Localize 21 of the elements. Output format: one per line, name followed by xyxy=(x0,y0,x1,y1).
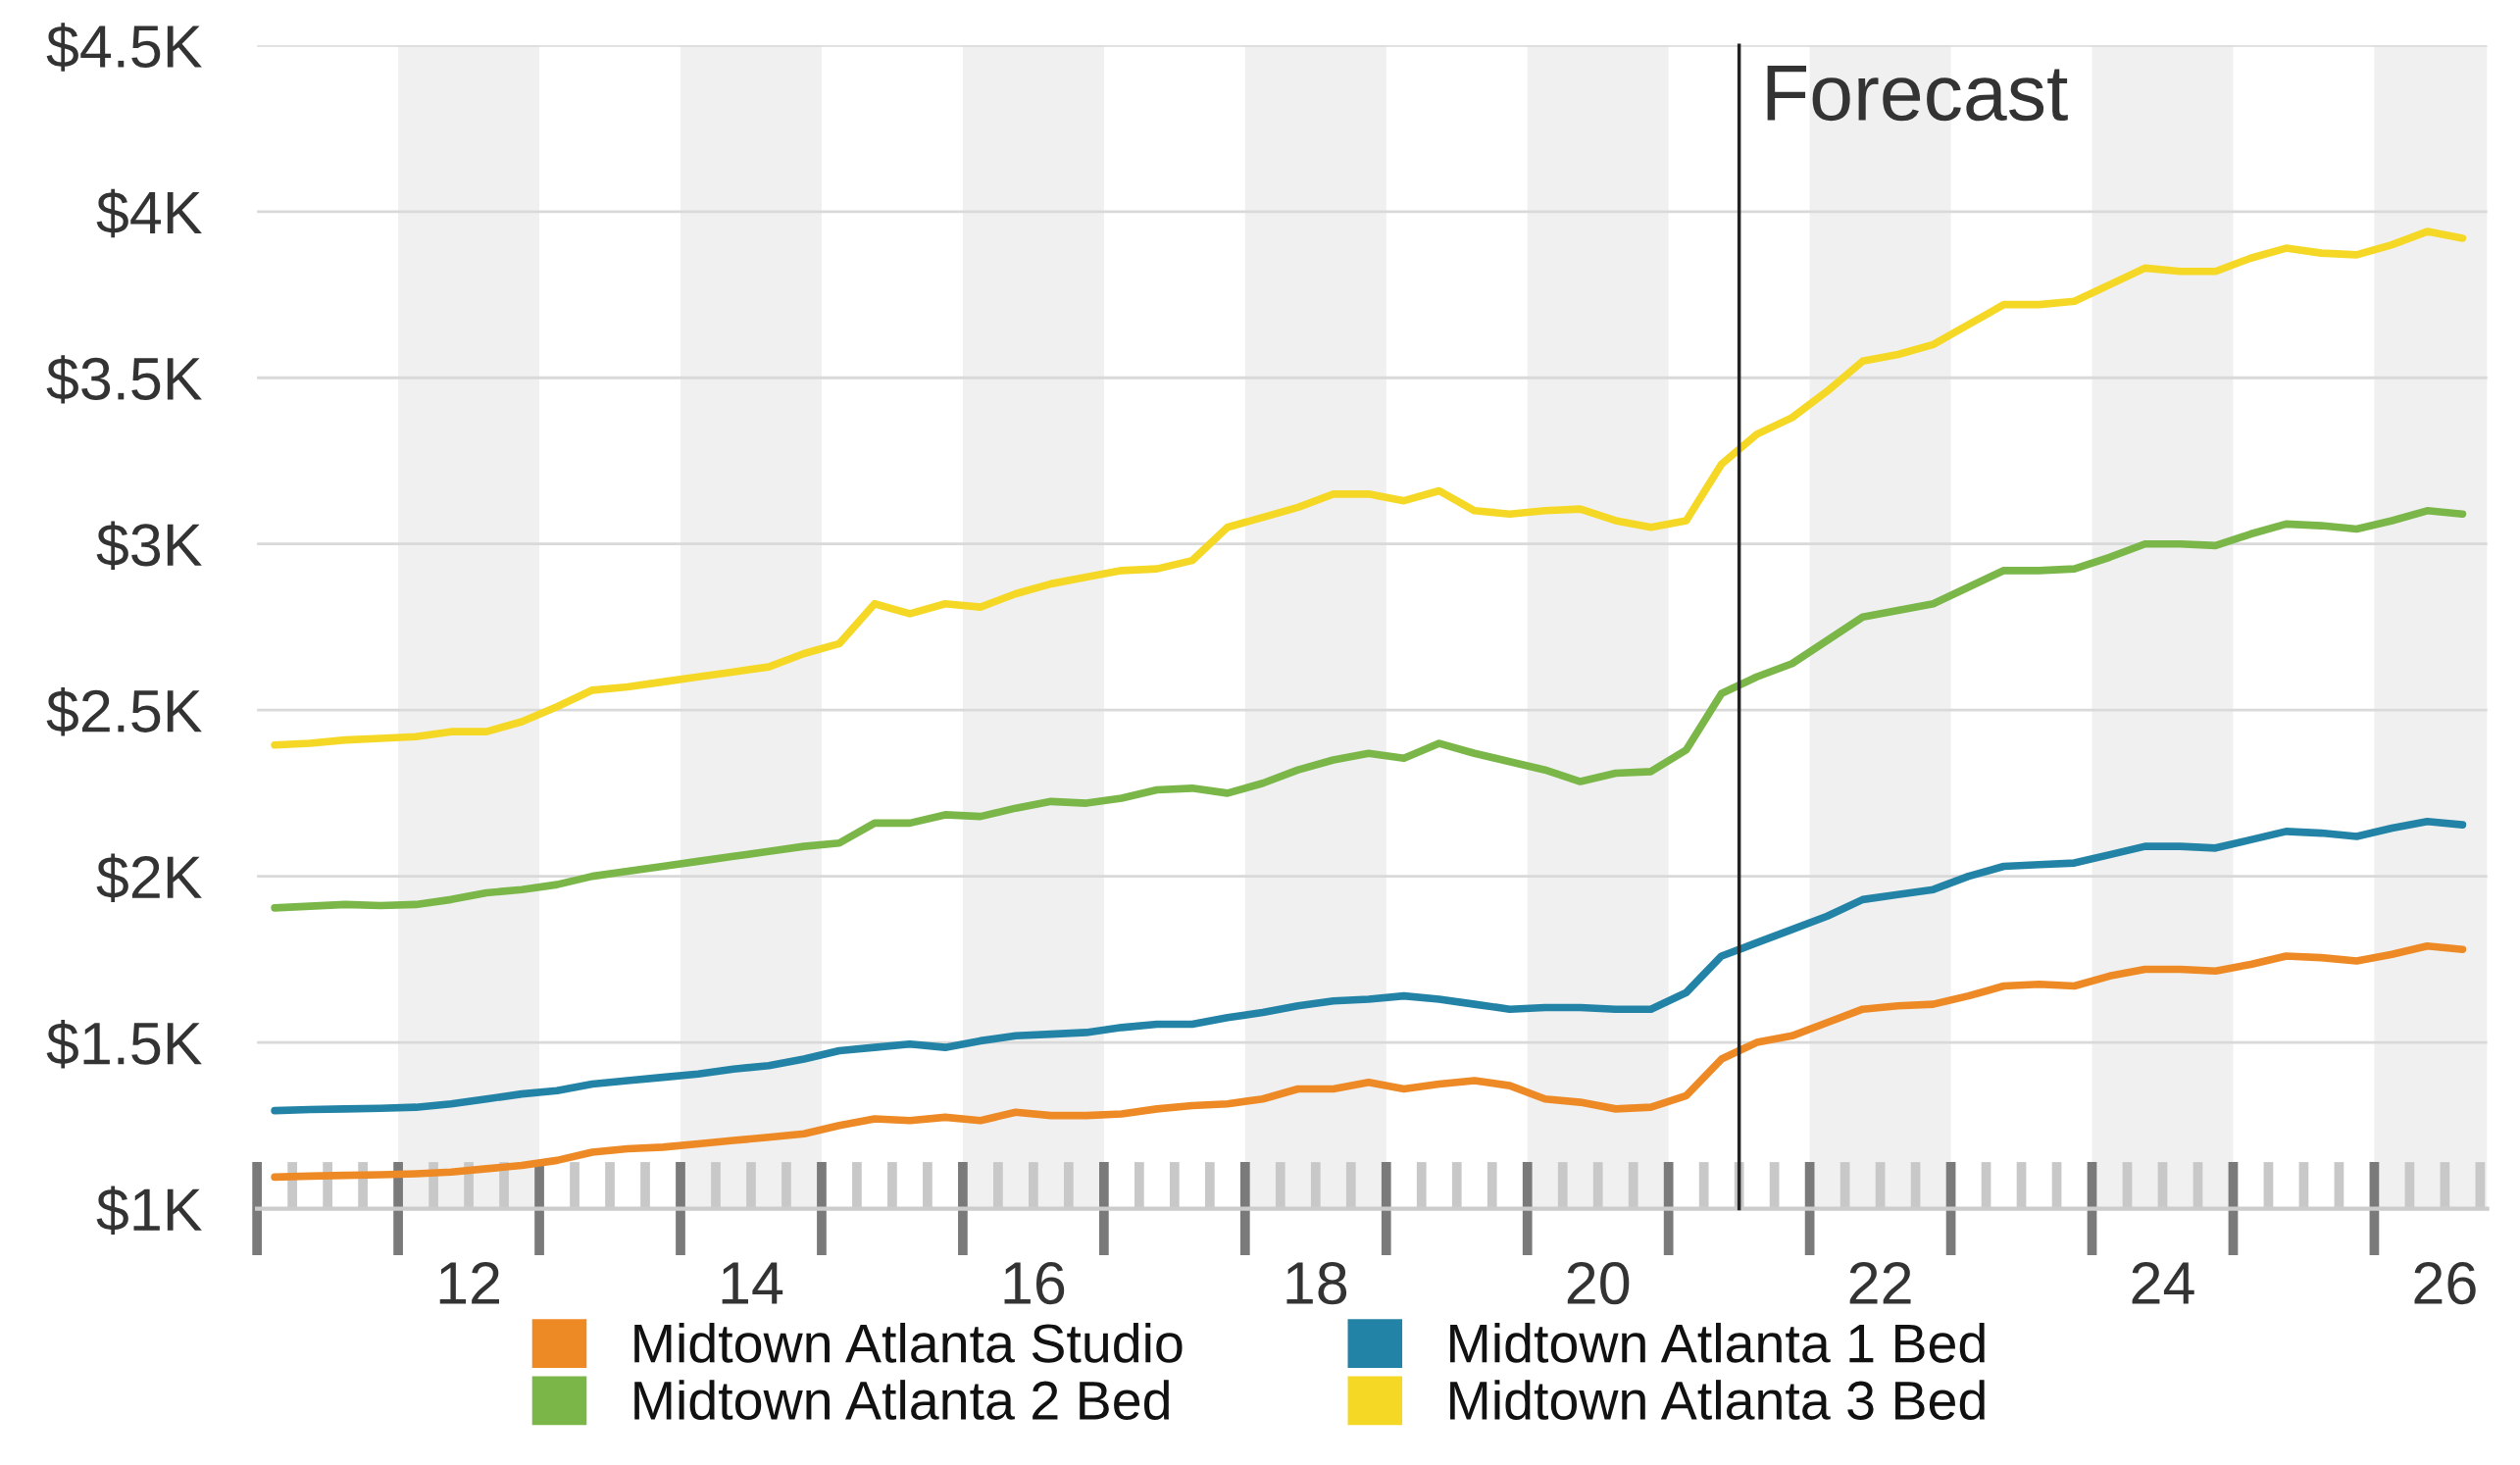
x-tick-label: 24 xyxy=(2132,1261,2194,1304)
y-tick-label: $3K xyxy=(96,521,202,571)
y-tick-label: $4.5K xyxy=(46,23,202,72)
x-tick-label: 26 xyxy=(2414,1261,2476,1305)
x-tick-label: 16 xyxy=(1004,1261,1065,1305)
ref-line-label: Forecast xyxy=(1767,66,2068,122)
x-tick-label: 22 xyxy=(1849,1261,1911,1304)
y-tick-label: $2K xyxy=(96,853,202,903)
x-tick-label: 18 xyxy=(1286,1261,1347,1305)
y-tick-label: $1K xyxy=(96,1186,202,1235)
y-tick-label: $3.5K xyxy=(46,355,202,404)
x-tick-label: 14 xyxy=(722,1262,783,1304)
x-tick-label: 12 xyxy=(439,1261,499,1304)
legend-label: Midtown Atlanta 1 Bed xyxy=(1450,1322,1985,1363)
legend-label: Midtown Atlanta 2 Bed xyxy=(634,1380,1169,1420)
y-tick-label: $1.5K xyxy=(46,1019,202,1069)
legend-label: Midtown Atlanta 3 Bed xyxy=(1450,1380,1985,1420)
legend-label: Midtown Atlanta Studio xyxy=(634,1322,1183,1363)
x-tick-label: 20 xyxy=(1567,1261,1630,1305)
y-tick-label: $2.5K xyxy=(46,687,202,736)
y-tick-label: $4K xyxy=(96,188,202,238)
